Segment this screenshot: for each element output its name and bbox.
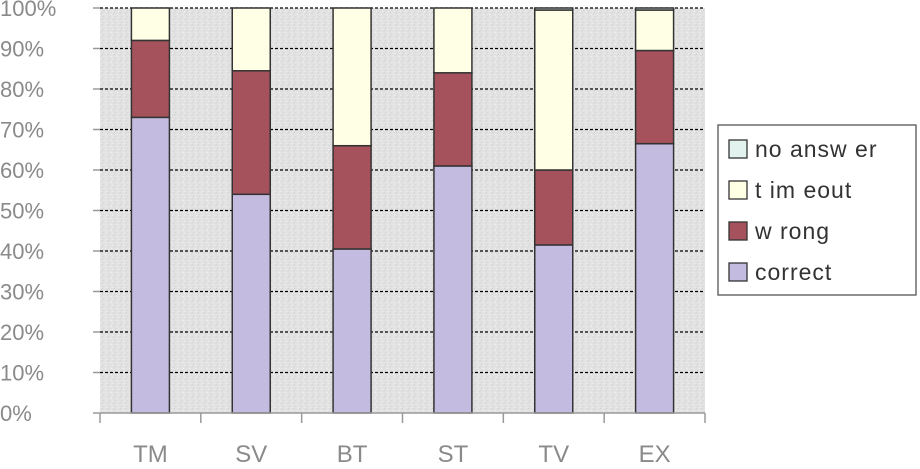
x-tick-label: ST xyxy=(438,441,469,468)
bar-segment xyxy=(634,9,675,52)
bar-segment xyxy=(534,7,574,11)
legend-label: w rong xyxy=(754,218,830,244)
y-tick-label: 50% xyxy=(0,199,44,224)
y-tick-label: 10% xyxy=(0,361,44,386)
legend: no answ er t im eout w rong correct xyxy=(717,124,917,296)
x-tick-label: EX xyxy=(639,441,671,468)
bar-segment xyxy=(130,7,171,42)
bar-segment xyxy=(634,49,675,145)
y-tick-label: 80% xyxy=(0,77,44,102)
bar-segment xyxy=(231,193,271,414)
x-tick-label: TM xyxy=(133,441,168,468)
bar-segment xyxy=(231,7,271,72)
y-tick-label: 30% xyxy=(0,280,44,305)
x-tick-label: TV xyxy=(538,441,569,468)
bar-segment xyxy=(534,244,574,414)
y-tick-label: 20% xyxy=(0,320,44,345)
legend-swatch xyxy=(728,221,748,241)
y-tick-label: 60% xyxy=(0,158,44,183)
bar-segment xyxy=(332,7,372,147)
y-tick-label: 40% xyxy=(0,239,44,264)
legend-swatch xyxy=(728,139,748,159)
bar-segment xyxy=(332,248,372,414)
bar-segment xyxy=(130,116,171,414)
bar-segment xyxy=(534,9,574,171)
bar-segment xyxy=(433,165,473,414)
y-tick-label: 90% xyxy=(0,37,44,62)
legend-swatch xyxy=(728,180,748,200)
x-tick-label: BT xyxy=(337,441,368,468)
gridlines xyxy=(100,7,705,374)
legend-swatch xyxy=(728,262,748,282)
bar-segment xyxy=(534,169,574,246)
bars xyxy=(130,7,675,414)
x-tick-label: SV xyxy=(235,441,267,468)
bar-segment xyxy=(634,142,675,414)
x-axis: TM SV BT ST TV EX xyxy=(99,412,706,468)
y-tick-label: 100% xyxy=(0,0,56,21)
bar-segment xyxy=(231,70,271,196)
bar-segment xyxy=(634,7,675,11)
y-axis-ticks: 0% 10% 20% 30% 40% 50% 60% 70% 80% 90% 100% xyxy=(0,0,100,426)
legend-label: correct xyxy=(755,259,832,285)
y-tick-label: 70% xyxy=(0,118,44,143)
bar-segment xyxy=(130,39,171,119)
bar-segment xyxy=(433,7,473,74)
bar-segment xyxy=(433,72,473,167)
legend-box xyxy=(717,124,917,296)
legend-label: t im eout xyxy=(755,177,852,203)
legend-label: no answ er xyxy=(755,136,878,162)
y-tick-label: 0% xyxy=(0,401,32,426)
bar-segment xyxy=(332,144,372,250)
